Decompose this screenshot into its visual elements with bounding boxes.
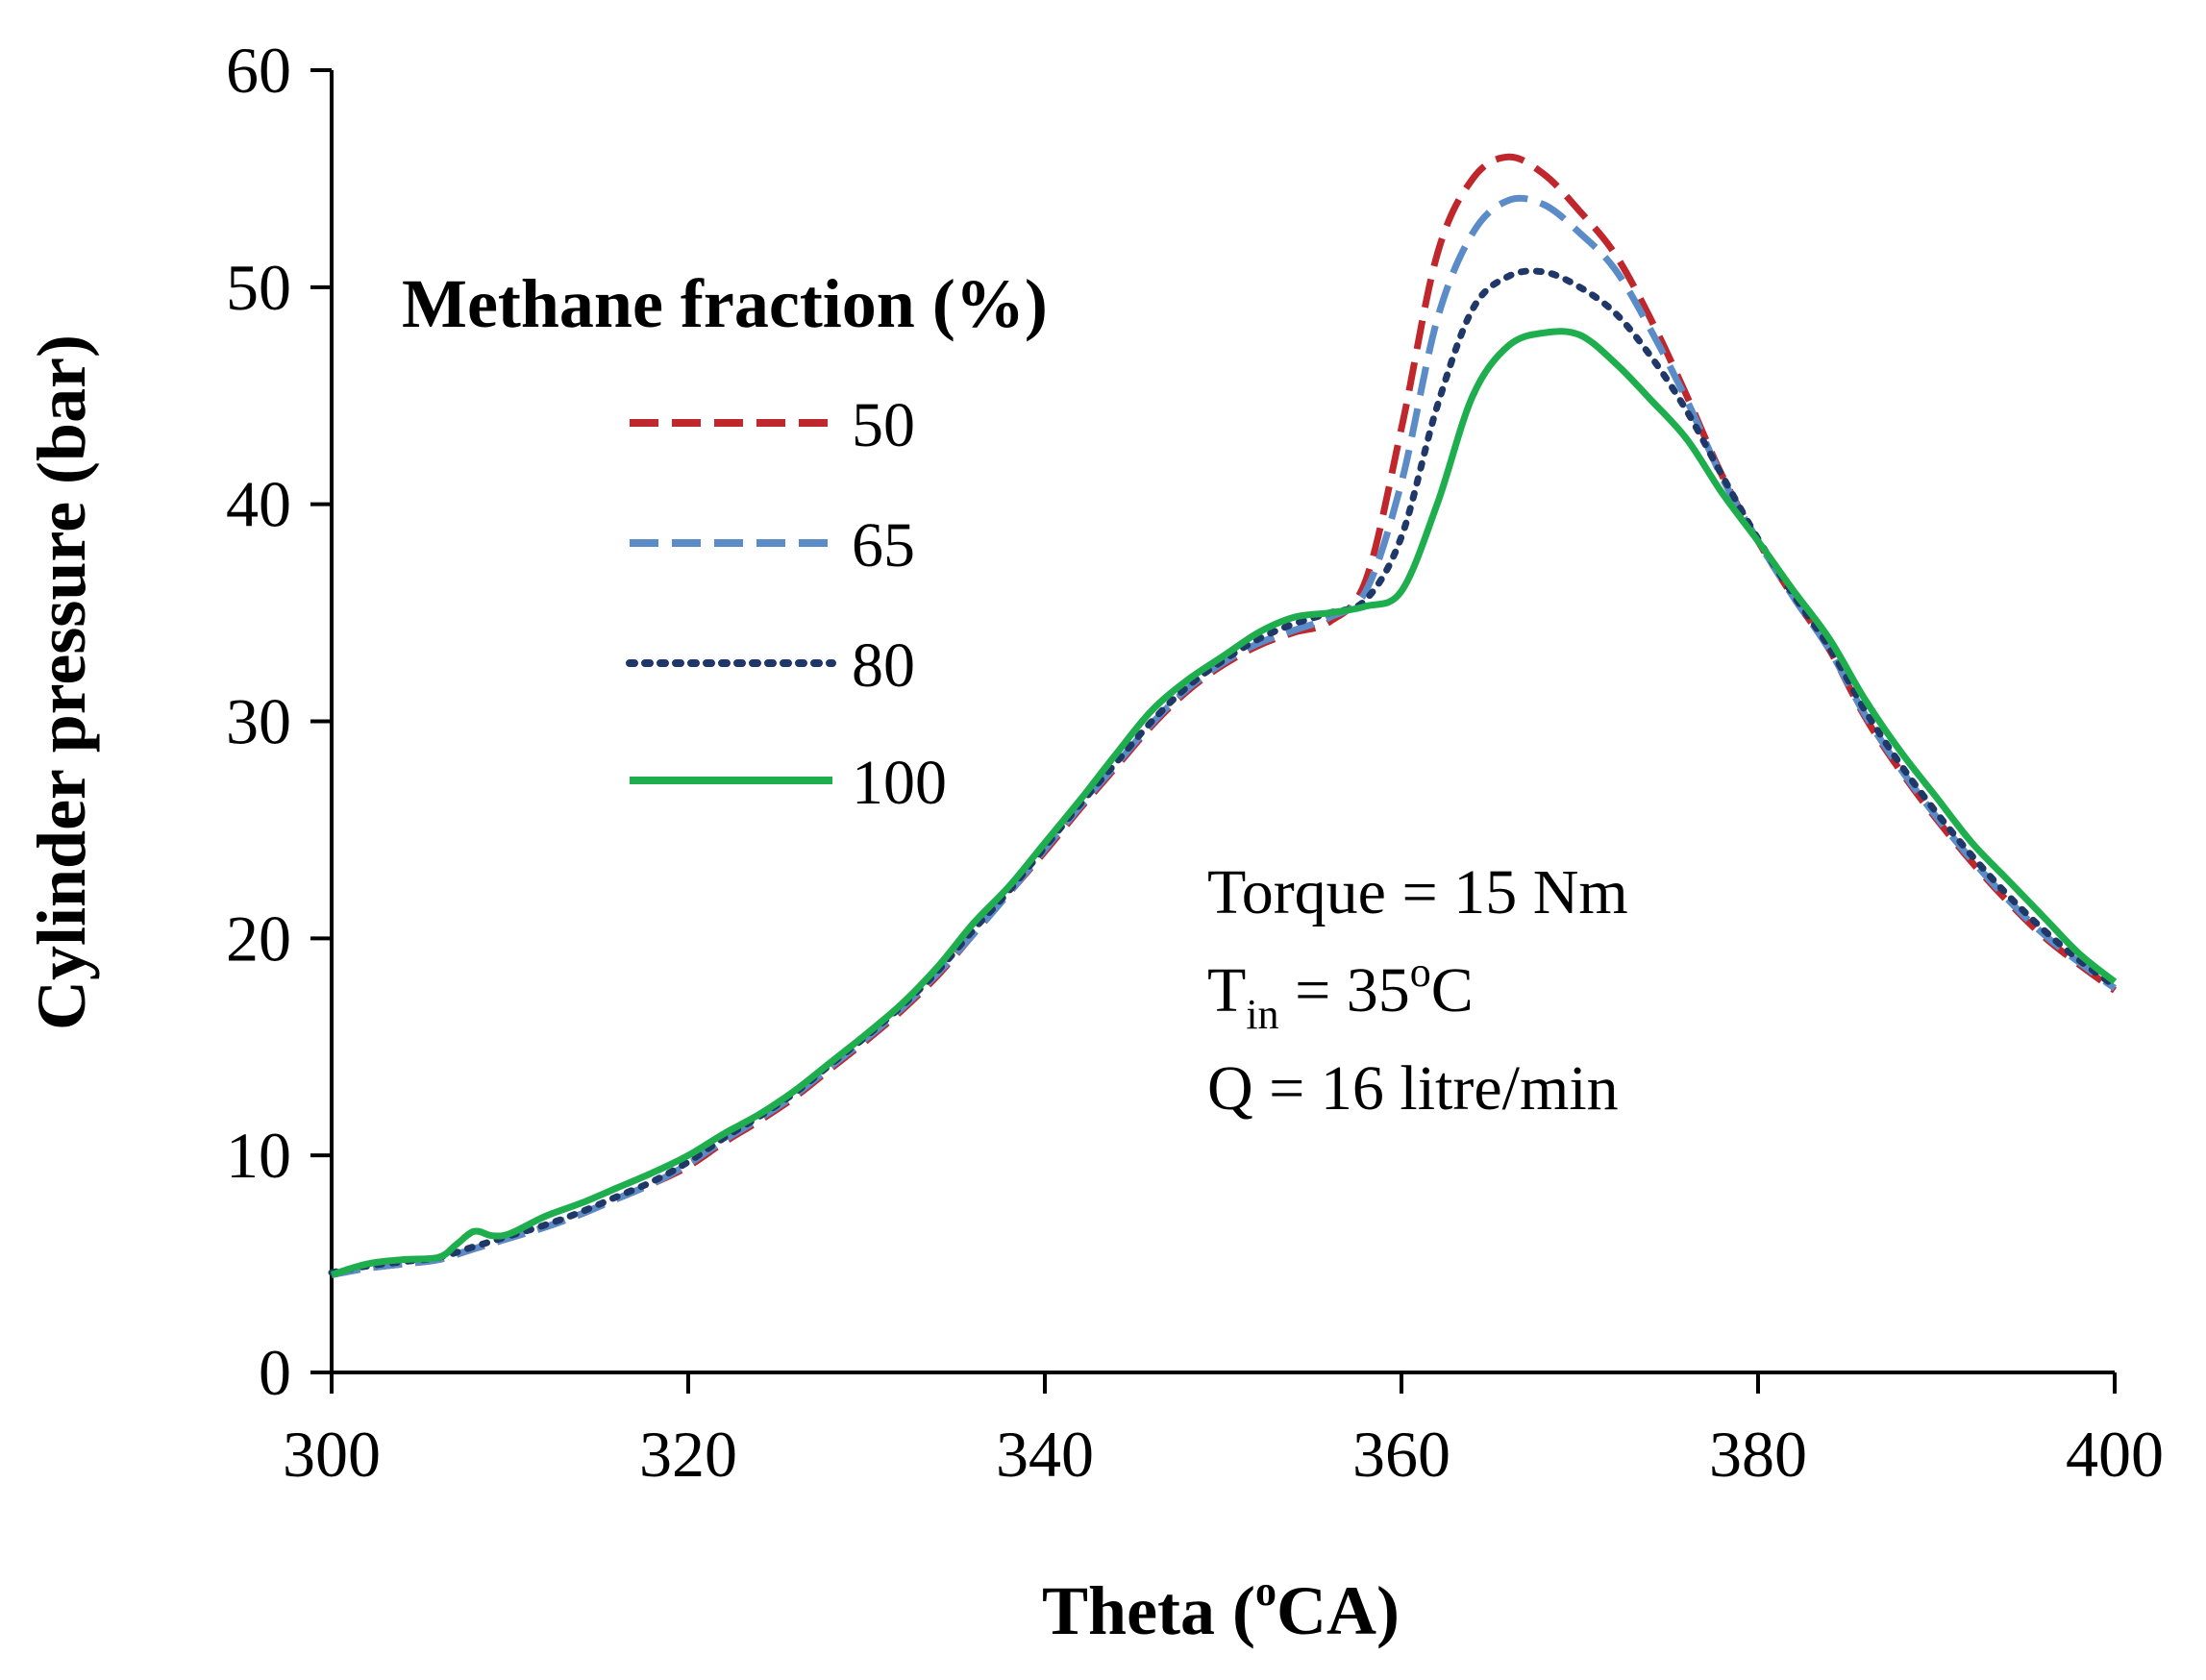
x-tick-label: 400 xyxy=(2066,1418,2164,1491)
y-axis-title: Cylinder pressure (bar) xyxy=(23,334,100,1030)
annotation-flow-rate: Q = 16 litre/min xyxy=(1207,1053,1619,1124)
x-axis-title: Theta (oCA) xyxy=(1042,1568,1400,1649)
legend-title: Methane fraction (%) xyxy=(402,265,1048,342)
tick-group: 0 10 20 30 40 50 60 300 320 340 360 380 400 xyxy=(226,34,2164,1491)
legend-label-100: 100 xyxy=(852,748,947,818)
x-axis-title-prefix: Theta ( xyxy=(1042,1572,1255,1649)
y-tick-label: 10 xyxy=(226,1119,291,1192)
x-tick-label: 380 xyxy=(1709,1418,1807,1491)
annotation-tin-main: T xyxy=(1207,955,1246,1025)
legend-label-80: 80 xyxy=(852,630,915,701)
x-tick-label: 320 xyxy=(639,1418,737,1491)
y-tick-label: 60 xyxy=(226,34,291,107)
x-tick-label: 360 xyxy=(1352,1418,1450,1491)
y-tick-label: 20 xyxy=(226,902,291,975)
annotation-tin-mid: = 35 xyxy=(1279,955,1410,1025)
y-tick-label: 40 xyxy=(226,468,291,541)
condition-annotation: Torque = 15 Nm Tin = 35oC Q = 16 litre/m… xyxy=(1207,857,1628,1124)
legend-label-50: 50 xyxy=(852,390,915,460)
annotation-tin-sup: o xyxy=(1410,949,1431,996)
x-tick-label: 300 xyxy=(283,1418,381,1491)
legend-label-65: 65 xyxy=(852,510,915,581)
series-line-100 xyxy=(330,328,2118,1278)
x-tick-label: 340 xyxy=(996,1418,1094,1491)
legend: Methane fraction (%) 50 65 80 100 xyxy=(402,265,1048,818)
annotation-inlet-temperature: Tin = 35oC xyxy=(1207,949,1474,1038)
series-layer xyxy=(328,153,2119,1278)
annotation-torque: Torque = 15 Nm xyxy=(1207,857,1628,927)
y-tick-label: 0 xyxy=(259,1336,291,1409)
y-tick-label: 30 xyxy=(226,685,291,758)
x-axis-title-suffix: CA) xyxy=(1277,1572,1400,1649)
y-tick-label: 50 xyxy=(226,251,291,324)
series-line-80 xyxy=(328,267,2119,1276)
annotation-tin-end: C xyxy=(1431,955,1474,1025)
legend-entries: 50 65 80 100 xyxy=(626,390,947,818)
annotation-tin-sub: in xyxy=(1246,991,1278,1038)
x-axis-title-sup: o xyxy=(1255,1568,1277,1615)
